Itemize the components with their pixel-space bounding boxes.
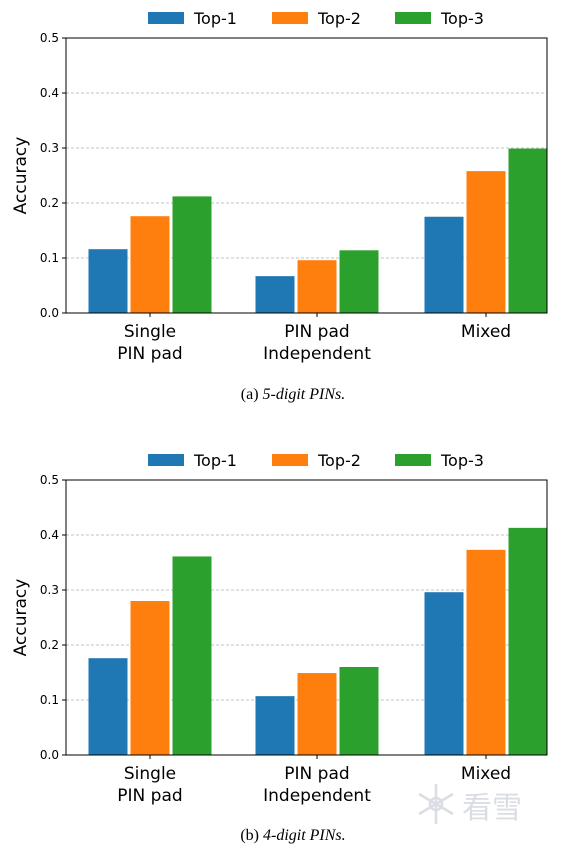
legend-swatch [272,12,308,24]
legend-label: Top-3 [440,9,484,28]
bar [339,250,379,313]
y-tick-label: 0.1 [40,693,59,707]
bar [130,601,170,755]
figure-caption: (b) 4-digit PINs. [240,827,345,844]
legend-swatch [148,454,184,466]
bar [255,276,295,313]
bar [172,556,212,755]
watermark-text: 看雪 [462,791,522,826]
legend-swatch [395,454,431,466]
legend-swatch [148,12,184,24]
bar [88,249,128,313]
y-tick-label: 0.2 [40,196,59,210]
plot-frame [65,37,548,314]
x-tick-label: Independent [263,786,371,806]
legend-swatch [272,454,308,466]
bar [172,196,212,313]
legend-label: Top-2 [317,451,361,470]
x-tick-label: PIN pad [284,764,349,784]
y-tick-label: 0.5 [40,473,59,487]
bar [424,216,464,313]
bar [508,148,548,313]
x-tick-label: Mixed [461,322,511,342]
x-tick-label: Single [124,322,176,342]
x-tick-label: PIN pad [117,344,182,364]
x-tick-label: PIN pad [284,322,349,342]
bar [255,696,295,755]
legend-label: Top-1 [193,451,237,470]
legend-label: Top-2 [317,9,361,28]
bar [297,673,337,755]
plot-frame [65,479,548,756]
legend-label: Top-3 [440,451,484,470]
bar [88,658,128,755]
legend-label: Top-1 [193,9,237,28]
y-tick-label: 0.5 [40,31,59,45]
bar [466,549,506,755]
y-tick-label: 0.0 [40,306,59,320]
bar [466,171,506,313]
y-axis-label: Accuracy [11,137,31,215]
y-tick-label: 0.2 [40,638,59,652]
snowflake-icon [418,784,454,824]
x-tick-label: Single [124,764,176,784]
bar [424,592,464,755]
x-tick-label: Mixed [461,764,511,784]
x-tick-label: PIN pad [117,786,182,806]
y-tick-label: 0.3 [40,583,59,597]
bar [130,216,170,313]
x-tick-label: Independent [263,344,371,364]
watermark: 看雪 [418,784,522,826]
figure-caption: (a) 5-digit PINs. [241,386,345,403]
y-axis-label: Accuracy [11,579,31,657]
y-tick-label: 0.0 [40,748,59,762]
legend-swatch [395,12,431,24]
bar [297,260,337,313]
bar [339,667,379,755]
bar [508,527,548,755]
y-tick-label: 0.3 [40,141,59,155]
y-tick-label: 0.4 [40,86,59,100]
y-tick-label: 0.4 [40,528,59,542]
y-tick-label: 0.1 [40,251,59,265]
